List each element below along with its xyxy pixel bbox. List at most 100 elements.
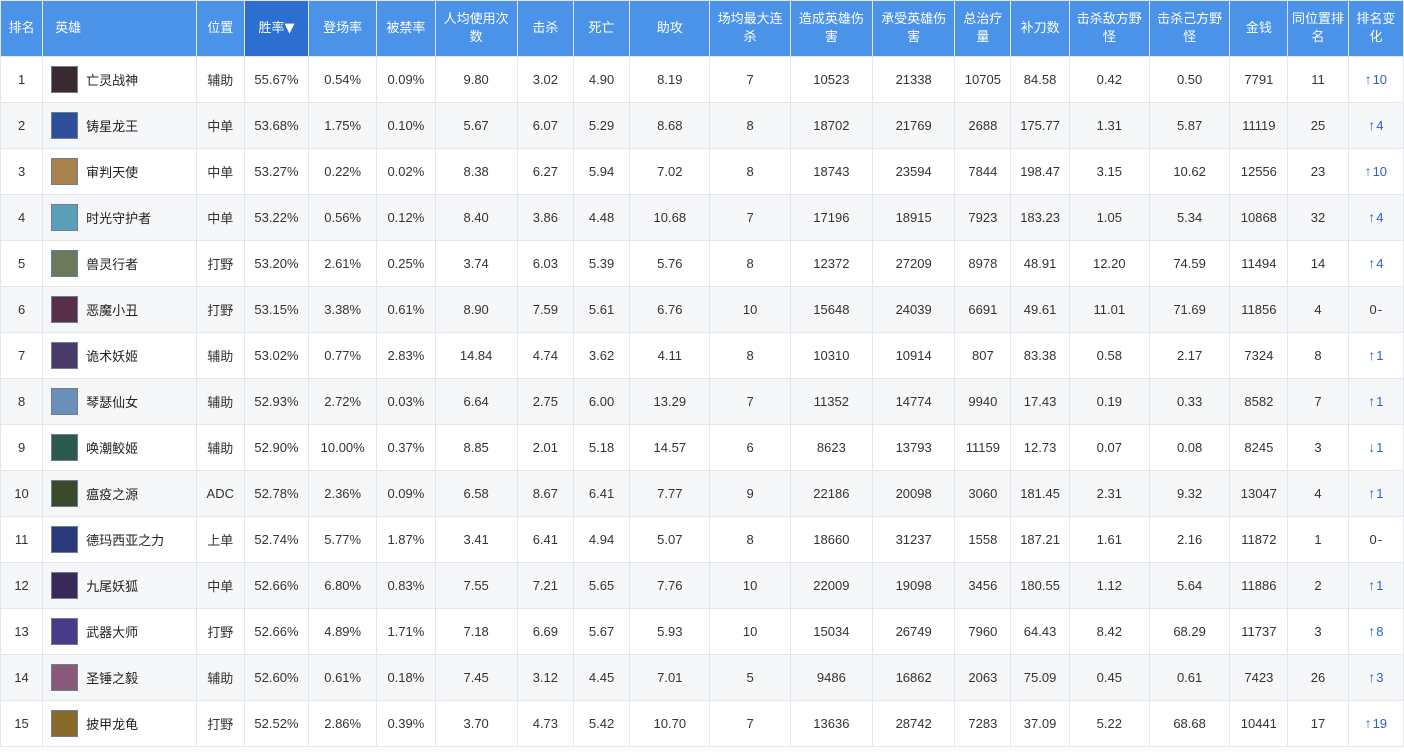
table-row[interactable]: 10 瘟疫之源 ADC 52.78% 2.36% 0.09% 6.58 8.67 6.41 7.7… <box>0 470 1404 517</box>
winrate-cell: 53.20% <box>243 240 310 287</box>
header-gold[interactable]: 金钱 <box>1229 0 1289 57</box>
hero-cell[interactable]: 圣锤之毅 <box>42 654 197 701</box>
table-row[interactable]: 15 披甲龙龟 打野 52.52% 2.86% 0.39% 3.70 4.73 5.42 10.7… <box>0 700 1404 747</box>
max-streak-cell: 10 <box>709 562 791 609</box>
header-cs[interactable]: 补刀数 <box>1010 0 1070 57</box>
hero-cell[interactable]: 唤潮鲛姬 <box>42 424 197 471</box>
hero-avatar[interactable] <box>51 204 79 231</box>
hero-avatar[interactable] <box>51 434 79 461</box>
table-row[interactable]: 1 亡灵战神 辅助 55.67% 0.54% 0.09% 9.80 3.02 4.90 8.19 7… <box>0 56 1404 103</box>
table-row[interactable]: 6 恶魔小丑 打野 53.15% 3.38% 0.61% 8.90 7.59 5.61 6.76 1… <box>0 286 1404 333</box>
hero-name[interactable]: 时光守护者 <box>86 212 152 227</box>
hero-cell[interactable]: 披甲龙龟 <box>42 700 197 747</box>
header-damage-taken[interactable]: 承受英雄伤害 <box>871 0 956 57</box>
hero-name[interactable]: 诡术妖姬 <box>86 350 139 365</box>
hero-name[interactable]: 审判天使 <box>86 166 139 181</box>
rank-change-value: 10 <box>1372 163 1388 179</box>
hero-name[interactable]: 琴瑟仙女 <box>86 396 139 411</box>
hero-avatar[interactable] <box>51 526 79 553</box>
table-row[interactable]: 13 武器大师 打野 52.66% 4.89% 1.71% 7.18 6.69 5.67 5.93… <box>0 608 1404 655</box>
hero-name[interactable]: 铸星龙王 <box>86 120 139 135</box>
deaths-cell: 6.41 <box>572 470 631 517</box>
table-row[interactable]: 7 诡术妖姬 辅助 53.02% 0.77% 2.83% 14.84 4.74 3.62 4.11… <box>0 332 1404 379</box>
hero-cell[interactable]: 亡灵战神 <box>42 56 197 103</box>
pos-rank-cell: 14 <box>1287 240 1349 287</box>
table-row[interactable]: 4 时光守护者 中单 53.22% 0.56% 0.12% 8.40 3.86 4.48 10.6… <box>0 194 1404 241</box>
header-pickrate[interactable]: 登场率 <box>308 0 378 57</box>
header-heal[interactable]: 总治疗量 <box>954 0 1012 57</box>
table-row[interactable]: 8 琴瑟仙女 辅助 52.93% 2.72% 0.03% 6.64 2.75 6.00 13.29… <box>0 378 1404 425</box>
header-enemy-jungle[interactable]: 击杀敌方野怪 <box>1068 0 1150 57</box>
damage-dealt-cell: 12372 <box>789 240 874 287</box>
header-kills[interactable]: 击杀 <box>516 0 574 57</box>
header-own-jungle[interactable]: 击杀己方野怪 <box>1148 0 1231 57</box>
max-streak-cell: 7 <box>709 700 791 747</box>
header-hero[interactable]: 英雄 <box>42 0 197 57</box>
header-banrate[interactable]: 被禁率 <box>376 0 436 57</box>
cs-cell: 180.55 <box>1010 562 1070 609</box>
hero-cell[interactable]: 九尾妖狐 <box>42 562 197 609</box>
header-rank-change[interactable]: 排名变化 <box>1347 0 1404 57</box>
hero-avatar[interactable] <box>51 296 79 323</box>
hero-cell[interactable]: 瘟疫之源 <box>42 470 197 517</box>
hero-avatar[interactable] <box>51 618 79 645</box>
table-row[interactable]: 11 德玛西亚之力 上单 52.74% 5.77% 1.87% 3.41 6.41 4.94 5.… <box>0 516 1404 563</box>
winrate-cell: 55.67% <box>243 56 310 103</box>
hero-avatar[interactable] <box>51 66 79 93</box>
hero-avatar[interactable] <box>51 710 79 737</box>
hero-cell[interactable]: 武器大师 <box>42 608 197 655</box>
hero-cell[interactable]: 诡术妖姬 <box>42 332 197 379</box>
hero-cell[interactable]: 审判天使 <box>42 148 197 195</box>
hero-avatar[interactable] <box>51 664 79 691</box>
hero-name[interactable]: 德玛西亚之力 <box>86 534 165 549</box>
hero-cell[interactable]: 琴瑟仙女 <box>42 378 197 425</box>
rank-change-cell: ↑ 4 <box>1347 102 1404 149</box>
hero-avatar[interactable] <box>51 388 79 415</box>
header-position[interactable]: 位置 <box>195 0 245 57</box>
table-row[interactable]: 12 九尾妖狐 中单 52.66% 6.80% 0.83% 7.55 7.21 5.65 7.76… <box>0 562 1404 609</box>
header-damage-dealt[interactable]: 造成英雄伤害 <box>789 0 874 57</box>
hero-avatar[interactable] <box>51 480 79 507</box>
own-jungle-cell: 68.29 <box>1148 608 1231 655</box>
hero-name[interactable]: 披甲龙龟 <box>86 718 139 733</box>
hero-name[interactable]: 九尾妖狐 <box>86 580 139 595</box>
header-winrate-sorted[interactable]: 胜率▼ <box>243 0 310 57</box>
hero-name[interactable]: 恶魔小丑 <box>86 304 139 319</box>
arrow-up-icon: ↑ <box>1364 715 1372 732</box>
hero-avatar[interactable] <box>51 342 79 369</box>
hero-name[interactable]: 唤潮鲛姬 <box>86 442 139 457</box>
assists-cell: 7.77 <box>629 470 711 517</box>
hero-name[interactable]: 亡灵战神 <box>86 74 139 89</box>
hero-avatar[interactable] <box>51 158 79 185</box>
hero-cell[interactable]: 恶魔小丑 <box>42 286 197 333</box>
table-row[interactable]: 3 审判天使 中单 53.27% 0.22% 0.02% 8.38 6.27 5.94 7.02 8… <box>0 148 1404 195</box>
hero-avatar[interactable] <box>51 572 79 599</box>
table-row[interactable]: 14 圣锤之毅 辅助 52.60% 0.61% 0.18% 7.45 3.12 4.45 7.01… <box>0 654 1404 701</box>
enemy-jungle-cell: 12.20 <box>1068 240 1150 287</box>
header-rank[interactable]: 排名 <box>0 0 44 57</box>
header-max-streak[interactable]: 场均最大连杀 <box>709 0 791 57</box>
hero-avatar[interactable] <box>51 112 79 139</box>
heal-cell: 1558 <box>954 516 1012 563</box>
hero-cell[interactable]: 兽灵行者 <box>42 240 197 287</box>
table-row[interactable]: 2 铸星龙王 中单 53.68% 1.75% 0.10% 5.67 6.07 5.29 8.68 8… <box>0 102 1404 149</box>
header-pos-rank[interactable]: 同位置排名 <box>1287 0 1349 57</box>
hero-name[interactable]: 圣锤之毅 <box>86 672 139 687</box>
hero-name[interactable]: 瘟疫之源 <box>86 488 139 503</box>
hero-cell[interactable]: 时光守护者 <box>42 194 197 241</box>
damage-taken-cell: 16862 <box>871 654 956 701</box>
hero-avatar[interactable] <box>51 250 79 277</box>
table-row[interactable]: 9 唤潮鲛姬 辅助 52.90% 10.00% 0.37% 8.85 2.01 5.18 14.5… <box>0 424 1404 471</box>
header-assists[interactable]: 助攻 <box>629 0 711 57</box>
header-avg-uses[interactable]: 人均使用次数 <box>434 0 518 57</box>
winrate-cell: 52.90% <box>243 424 310 471</box>
hero-cell[interactable]: 铸星龙王 <box>42 102 197 149</box>
header-deaths[interactable]: 死亡 <box>572 0 631 57</box>
cs-cell: 75.09 <box>1010 654 1070 701</box>
cs-cell: 175.77 <box>1010 102 1070 149</box>
damage-dealt-cell: 15648 <box>789 286 874 333</box>
hero-name[interactable]: 武器大师 <box>86 626 139 641</box>
table-row[interactable]: 5 兽灵行者 打野 53.20% 2.61% 0.25% 3.74 6.03 5.39 5.76 8… <box>0 240 1404 287</box>
hero-cell[interactable]: 德玛西亚之力 <box>42 516 197 563</box>
hero-name[interactable]: 兽灵行者 <box>86 258 139 273</box>
